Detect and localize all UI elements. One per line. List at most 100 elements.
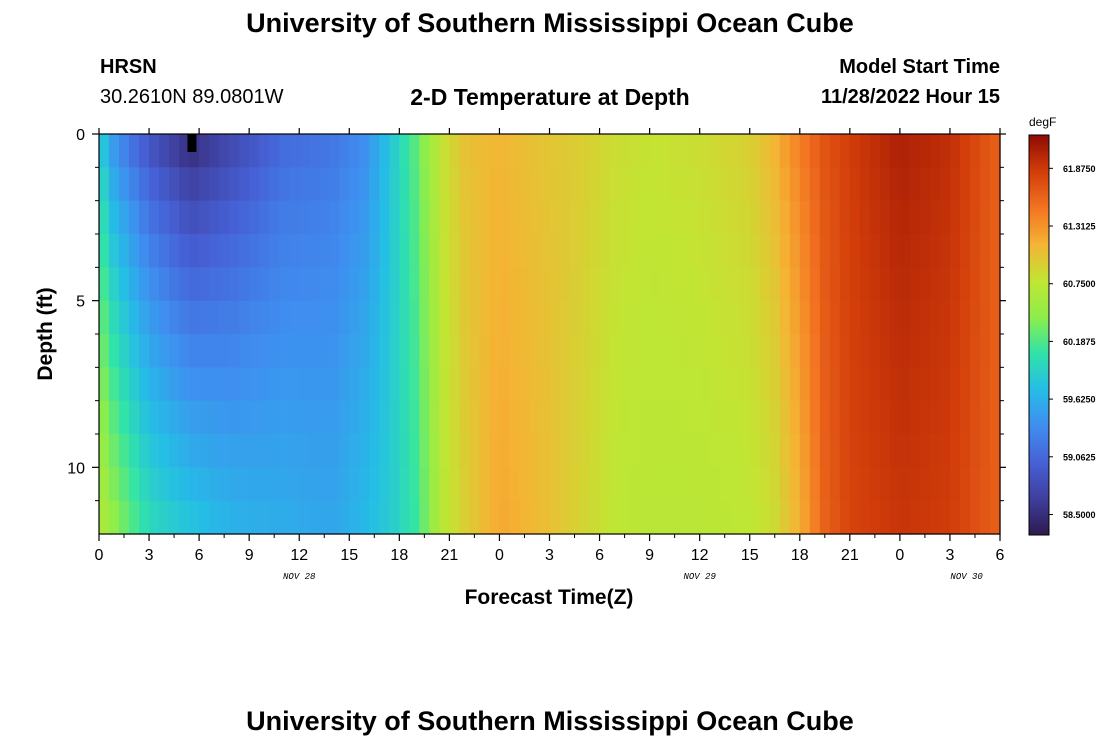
heatmap-cell <box>359 167 370 202</box>
heatmap-cell <box>719 167 731 202</box>
heatmap-cell <box>569 300 581 335</box>
heatmap-cell <box>399 367 410 402</box>
heatmap-cell <box>299 367 310 402</box>
heatmap-cell <box>279 200 290 235</box>
heatmap-cell <box>979 134 991 168</box>
colorbar-label: 61.3125 <box>1063 222 1096 232</box>
heatmap-cell <box>309 167 320 202</box>
heatmap-cell <box>669 167 681 202</box>
heatmap-cell <box>919 267 931 302</box>
heatmap-cell <box>459 434 471 468</box>
heatmap-cell <box>669 234 681 268</box>
heatmap-cell <box>669 300 681 335</box>
heatmap-cell <box>469 500 481 535</box>
heatmap-cell <box>479 267 491 302</box>
heatmap-cell <box>899 500 911 535</box>
heatmap-cell <box>579 367 591 402</box>
heatmap-cell <box>719 334 731 368</box>
heatmap-cell <box>569 267 581 302</box>
heatmap-cell <box>459 234 471 268</box>
heatmap-cell <box>549 167 561 202</box>
heatmap-cell <box>989 500 1001 535</box>
heatmap-cell <box>929 200 941 235</box>
heatmap-cell <box>769 400 781 435</box>
heatmap-cell <box>899 300 911 335</box>
heatmap-cell <box>109 300 120 335</box>
heatmap-cell <box>819 267 831 302</box>
heatmap-cell <box>499 400 511 435</box>
heatmap-cell <box>779 434 791 468</box>
heatmap-cell <box>679 367 691 402</box>
heatmap-cell <box>709 367 721 402</box>
heatmap-cell <box>899 267 911 302</box>
heatmap-cell <box>639 367 651 402</box>
heatmap-cell <box>219 267 230 302</box>
heatmap-cell <box>529 200 541 235</box>
heatmap-cell <box>799 200 811 235</box>
heatmap-cell <box>869 467 881 502</box>
heatmap-cell <box>389 400 400 435</box>
heatmap-cell <box>489 134 501 168</box>
heatmap-cell <box>689 400 701 435</box>
heatmap-cell <box>699 434 711 468</box>
heatmap-cell <box>319 334 330 368</box>
heatmap-cell <box>389 167 400 202</box>
heatmap-cell <box>869 200 881 235</box>
heatmap-cell <box>129 500 140 535</box>
heatmap-cell <box>139 200 150 235</box>
heatmap-cell <box>949 367 961 402</box>
heatmap-cell <box>969 467 981 502</box>
heatmap-cell <box>499 134 511 168</box>
heatmap-cell <box>729 167 741 202</box>
heatmap-cell <box>299 500 310 535</box>
heatmap-cell <box>419 367 430 402</box>
heatmap-cell <box>389 367 400 402</box>
heatmap-cell <box>899 134 911 168</box>
heatmap-cell <box>789 467 801 502</box>
heatmap-cell <box>959 400 971 435</box>
heatmap-cell <box>179 300 190 335</box>
heatmap-cell <box>209 134 220 168</box>
y-tick-label: 0 <box>76 127 85 144</box>
heatmap-cell <box>729 134 741 168</box>
heatmap-cell <box>639 267 651 302</box>
heatmap-cell <box>939 134 951 168</box>
heatmap-cell <box>209 500 220 535</box>
heatmap-cell <box>359 200 370 235</box>
heatmap-cell <box>559 434 571 468</box>
heatmap-cell <box>499 200 511 235</box>
heatmap-cell <box>399 434 410 468</box>
heatmap-cell <box>419 267 430 302</box>
x-axis-title: Forecast Time(Z) <box>465 586 634 609</box>
heatmap-cell <box>609 267 621 302</box>
heatmap-cell <box>979 500 991 535</box>
heatmap-cell <box>429 200 440 235</box>
heatmap-cell <box>139 400 150 435</box>
heatmap-cell <box>119 434 130 468</box>
heatmap-cell <box>829 200 841 235</box>
heatmap-cell <box>889 200 901 235</box>
heatmap-cell <box>99 167 110 202</box>
heatmap-cell <box>419 334 430 368</box>
heatmap-cell <box>659 467 671 502</box>
heatmap-cell <box>579 334 591 368</box>
heatmap-cell <box>119 334 130 368</box>
heatmap-cell <box>909 267 921 302</box>
heatmap-cell <box>859 134 871 168</box>
heatmap-cell <box>619 367 631 402</box>
heatmap-cell <box>589 267 601 302</box>
heatmap-cell <box>949 434 961 468</box>
heatmap-cell <box>949 500 961 535</box>
heatmap-cell <box>259 367 270 402</box>
x-date-label: NOV 29 <box>683 572 716 582</box>
heatmap-cell <box>419 300 430 335</box>
heatmap-cell <box>659 167 671 202</box>
x-tick-label: 21 <box>841 547 859 564</box>
heatmap-cell <box>819 400 831 435</box>
colorbar-label: 59.0625 <box>1063 452 1096 462</box>
heatmap-cell <box>869 267 881 302</box>
heatmap-cell <box>189 200 200 235</box>
heatmap-cell <box>819 167 831 202</box>
x-tick-label: 12 <box>691 547 709 564</box>
heatmap-cell <box>179 167 190 202</box>
